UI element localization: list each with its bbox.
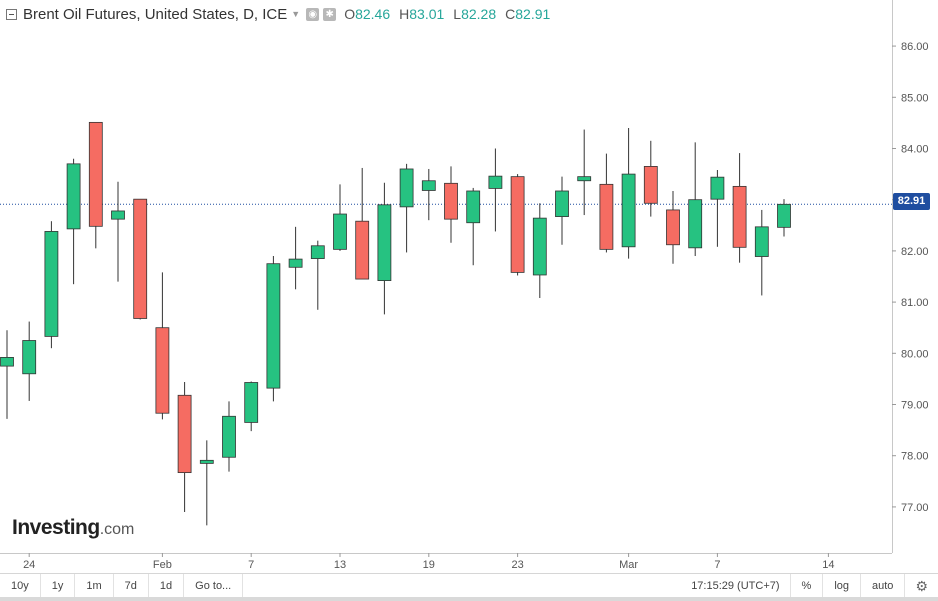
- close-label: C: [505, 6, 516, 22]
- open-value: 82.46: [355, 6, 391, 22]
- candle-body: [88, 121, 103, 227]
- clock-display[interactable]: 17:15:29 (UTC+7): [681, 574, 791, 598]
- log-scale-toggle[interactable]: log: [823, 574, 862, 598]
- candle-body: [577, 176, 592, 182]
- instrument-title: Brent Oil Futures, United States, D, ICE: [23, 5, 288, 23]
- timeframe-1d[interactable]: 1d: [149, 574, 185, 598]
- candle-body: [355, 220, 370, 280]
- time-tick-label: Feb: [153, 559, 172, 571]
- candle-body: [421, 180, 436, 191]
- candle-body: [510, 176, 525, 273]
- candle-body: [643, 166, 658, 204]
- candle-body: [111, 210, 125, 220]
- last-price-badge: 82.91: [893, 193, 930, 210]
- candle-body: [199, 459, 214, 464]
- auto-scale-toggle[interactable]: auto: [861, 574, 906, 598]
- chevron-down-icon[interactable]: ▼: [291, 9, 301, 19]
- candle-body: [66, 163, 81, 230]
- candle-body: [666, 209, 680, 246]
- candle-body: [0, 357, 14, 367]
- candle-body: [288, 258, 303, 268]
- open-label: O: [344, 6, 356, 22]
- candle-body: [310, 245, 325, 259]
- go-to-date-button[interactable]: Go to...: [184, 574, 244, 598]
- low-value: 82.28: [461, 6, 497, 22]
- price-tick-label: 85.00: [901, 92, 929, 104]
- price-tick-label: 82.00: [901, 246, 929, 258]
- time-tick-label: 23: [511, 559, 523, 571]
- candle-body: [22, 340, 37, 375]
- gear-icon[interactable]: ⚙: [915, 578, 928, 594]
- close-value: 82.91: [515, 6, 551, 22]
- candle-body: [777, 203, 791, 228]
- price-tick-label: 78.00: [901, 451, 929, 463]
- collapse-legend-icon[interactable]: [6, 8, 17, 20]
- candle-body: [266, 263, 281, 389]
- candle-body: [555, 190, 569, 217]
- time-tick-label: 24: [23, 559, 35, 571]
- candle-body: [621, 173, 636, 248]
- candle-body: [444, 182, 458, 220]
- settings-icon[interactable]: ✱: [323, 7, 337, 21]
- time-tick-label: Mar: [619, 559, 638, 571]
- candle-body: [599, 183, 614, 250]
- time-tick-label: 7: [248, 559, 254, 571]
- candle-body: [377, 204, 392, 281]
- high-label: H: [399, 6, 410, 22]
- candle-body: [399, 168, 414, 208]
- candle-body: [155, 327, 170, 414]
- candle-body: [754, 226, 769, 257]
- chart-legend: Brent Oil Futures, United States, D, ICE…: [6, 4, 559, 24]
- candle-body: [532, 217, 547, 276]
- timeframe-10y[interactable]: 10y: [0, 574, 41, 598]
- candle-body: [488, 175, 503, 189]
- eye-icon[interactable]: ◉: [306, 7, 320, 21]
- bottom-strip: [0, 597, 938, 601]
- timeframe-1y[interactable]: 1y: [41, 574, 76, 598]
- candle-body: [44, 231, 59, 337]
- candle-body: [333, 213, 347, 250]
- low-label: L: [453, 6, 462, 22]
- price-tick-label: 77.00: [901, 502, 929, 514]
- candle-body: [732, 185, 747, 248]
- ohlc-values: O82.46 H83.01 L82.28 C82.91: [344, 6, 559, 22]
- candlestick-chart[interactable]: 77.0078.0079.0080.0081.0082.0083.0084.00…: [0, 0, 938, 573]
- price-tick-label: 80.00: [901, 348, 929, 360]
- candle-body: [222, 415, 236, 458]
- price-tick-label: 84.00: [901, 143, 929, 155]
- candle-body: [244, 382, 259, 423]
- price-tick-label: 79.00: [901, 400, 929, 412]
- high-value: 83.01: [409, 6, 445, 22]
- time-tick-label: 19: [423, 559, 435, 571]
- chart-area[interactable]: 77.0078.0079.0080.0081.0082.0083.0084.00…: [0, 0, 929, 571]
- candle-body: [688, 199, 703, 249]
- time-tick-label: 7: [714, 559, 720, 571]
- time-tick-label: 13: [334, 559, 346, 571]
- timeframe-7d[interactable]: 7d: [114, 574, 149, 598]
- bottom-toolbar: 10y 1y 1m 7d 1d Go to... 17:15:29 (UTC+7…: [0, 573, 938, 598]
- price-tick-label: 81.00: [901, 297, 929, 309]
- logo-main: Investing: [12, 516, 100, 539]
- candle-body: [710, 176, 725, 200]
- investing-logo: Investing.com: [12, 516, 134, 540]
- timeframe-1m[interactable]: 1m: [75, 574, 114, 598]
- time-tick-label: 14: [822, 559, 834, 571]
- percent-scale-toggle[interactable]: %: [791, 574, 824, 598]
- candle-body: [177, 394, 192, 474]
- candle-body: [466, 190, 481, 224]
- logo-suffix: .com: [99, 521, 135, 538]
- price-tick-label: 86.00: [901, 41, 929, 53]
- candle-body: [133, 198, 148, 319]
